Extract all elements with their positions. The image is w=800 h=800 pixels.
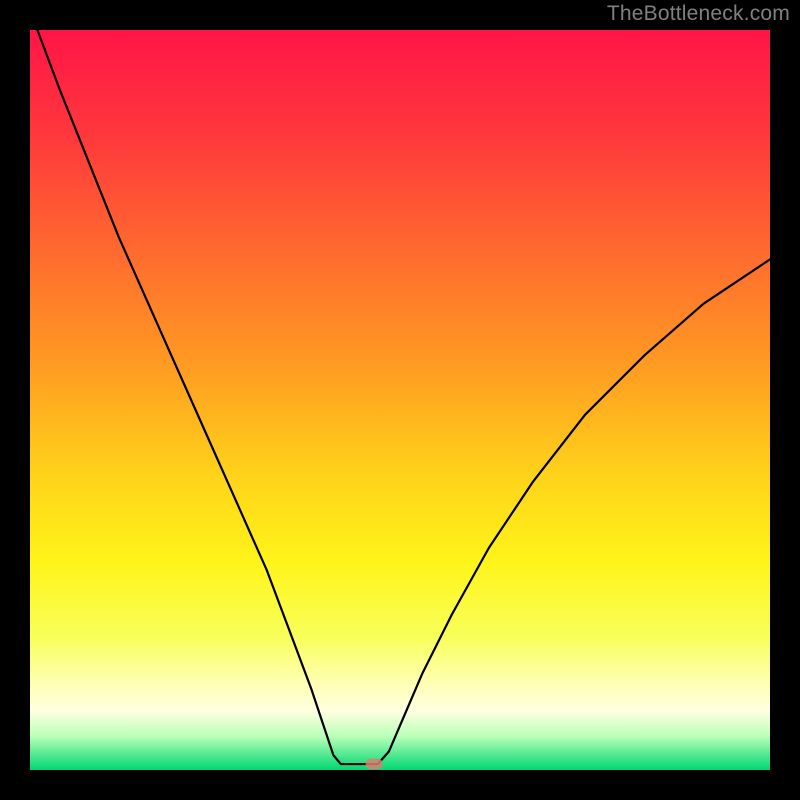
plot-background-gradient: [30, 30, 770, 770]
optimum-marker: [366, 759, 383, 770]
chart-stage: TheBottleneck.com: [0, 0, 800, 800]
chart-svg: [0, 0, 800, 800]
